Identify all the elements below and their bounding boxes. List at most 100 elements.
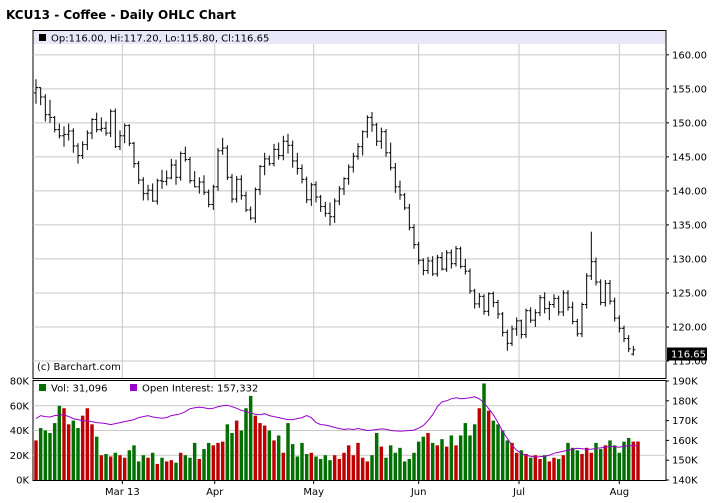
- volume-bar: [141, 455, 146, 480]
- ohlc-bar: [463, 258, 468, 275]
- last-price-tag: 116.65: [667, 347, 707, 361]
- ohlc-bar: [290, 140, 295, 168]
- volume-bar: [398, 447, 402, 480]
- ohlc-bar: [440, 252, 444, 271]
- ohlc-bar: [533, 309, 538, 327]
- ohlc-bar: [216, 148, 220, 191]
- ohlc-bar: [141, 177, 146, 201]
- volume-bar: [206, 442, 211, 480]
- ohlc-bar: [62, 126, 66, 147]
- volume-bar: [514, 452, 519, 480]
- volume-bar: [80, 415, 85, 480]
- volume-bar: [491, 420, 496, 480]
- ohlc-bar: [281, 135, 286, 161]
- volume-bar: [85, 408, 90, 480]
- volume-bar: [407, 458, 412, 480]
- volume-bar: [132, 445, 136, 480]
- volume-bar: [542, 455, 547, 480]
- info-swatch: [39, 34, 46, 41]
- ohlc-bar: [421, 258, 426, 276]
- ohlc-bar: [66, 123, 71, 141]
- ohlc-bar: [230, 173, 234, 203]
- ohlc-bar: [160, 169, 164, 189]
- volume-bar: [118, 455, 122, 480]
- ohlc-bar: [304, 176, 309, 204]
- ohlc-bar: [454, 246, 458, 267]
- volume-bar: [337, 458, 342, 480]
- volume-bar: [295, 456, 300, 480]
- volume-bar: [127, 450, 132, 480]
- ohlc-bar: [267, 155, 272, 166]
- volume-bar: [346, 445, 351, 480]
- volume-bar: [519, 450, 524, 480]
- volume-bar: [90, 424, 94, 480]
- ohlc-bar: [374, 122, 379, 146]
- volume-bar: [71, 420, 76, 480]
- ohlc-bar: [561, 290, 566, 317]
- ohlc-bar: [43, 94, 48, 122]
- ohlc-bar: [155, 178, 160, 205]
- ohlc-bar: [589, 231, 594, 281]
- volume-bar: [174, 462, 178, 480]
- price-panel: [32, 30, 667, 379]
- ohlc-bar: [113, 108, 118, 149]
- price-tick-label: 145.00: [672, 152, 707, 163]
- ohlc-bar: [472, 288, 477, 309]
- volume-bar: [617, 452, 622, 480]
- ohlc-bar: [197, 177, 202, 194]
- volume-bar: [426, 432, 430, 480]
- price-tick-label: 115.00: [672, 356, 707, 367]
- volume-bar: [108, 456, 113, 480]
- volume-bar: [594, 442, 598, 480]
- ohlc-bar: [388, 142, 393, 171]
- chart-title: KCU13 - Coffee - Daily OHLC Chart: [6, 8, 236, 22]
- volume-bar: [379, 446, 384, 480]
- volume-bar: [365, 461, 370, 480]
- volume-bar: [202, 449, 206, 480]
- ohlc-bar: [309, 182, 314, 206]
- volume-bar: [505, 440, 510, 480]
- volume-bar: [328, 460, 332, 480]
- ohlc-bar: [323, 201, 328, 217]
- ohlc-bar: [99, 117, 104, 132]
- volume-bar: [449, 435, 454, 480]
- ohlc-bar: [295, 152, 300, 175]
- price-tick-label: 140.00: [672, 186, 707, 197]
- ohlc-bar: [300, 164, 304, 184]
- volume-bar: [43, 430, 48, 480]
- ohlc-bar: [122, 123, 127, 144]
- ohlc-bar: [328, 202, 332, 226]
- ohlc-bar: [71, 128, 76, 153]
- volume-bar: [211, 445, 216, 480]
- volume-bar: [309, 452, 314, 480]
- ohlc-bar: [514, 317, 519, 336]
- volume-axis: 0K 20K 40K 60K 80K: [10, 377, 30, 487]
- volume-bar: [146, 457, 150, 480]
- volume-bar: [188, 457, 192, 480]
- volume-bar: [225, 424, 230, 480]
- volume-bar: [454, 445, 458, 480]
- volume-bar: [374, 432, 379, 480]
- volume-legend: Vol: 31,096: [51, 384, 108, 395]
- ohlc-bar: [496, 299, 500, 319]
- ohlc-bar: [314, 181, 318, 203]
- ohlc-bar: [552, 294, 556, 308]
- volume-bar: [440, 439, 444, 480]
- ohlc-bar: [384, 128, 388, 157]
- ohlc-bar: [402, 192, 407, 210]
- ohlc-bar: [482, 294, 486, 315]
- ohlc-bar: [192, 171, 197, 188]
- volume-bar: [561, 455, 566, 480]
- volume-bar: [34, 440, 38, 480]
- open-interest-tick-label: 160K: [672, 436, 698, 447]
- volume-bar: [192, 442, 197, 480]
- volume-bar: [160, 457, 164, 480]
- ohlc-bar: [57, 123, 62, 139]
- ohlc-bar: [52, 116, 57, 133]
- volume-bar: [370, 455, 374, 480]
- volume-bar: [472, 424, 477, 480]
- volume-bar: [570, 447, 575, 480]
- volume-bar: [631, 441, 636, 480]
- ohlc-bar: [435, 254, 440, 277]
- volume-bar: [104, 454, 108, 480]
